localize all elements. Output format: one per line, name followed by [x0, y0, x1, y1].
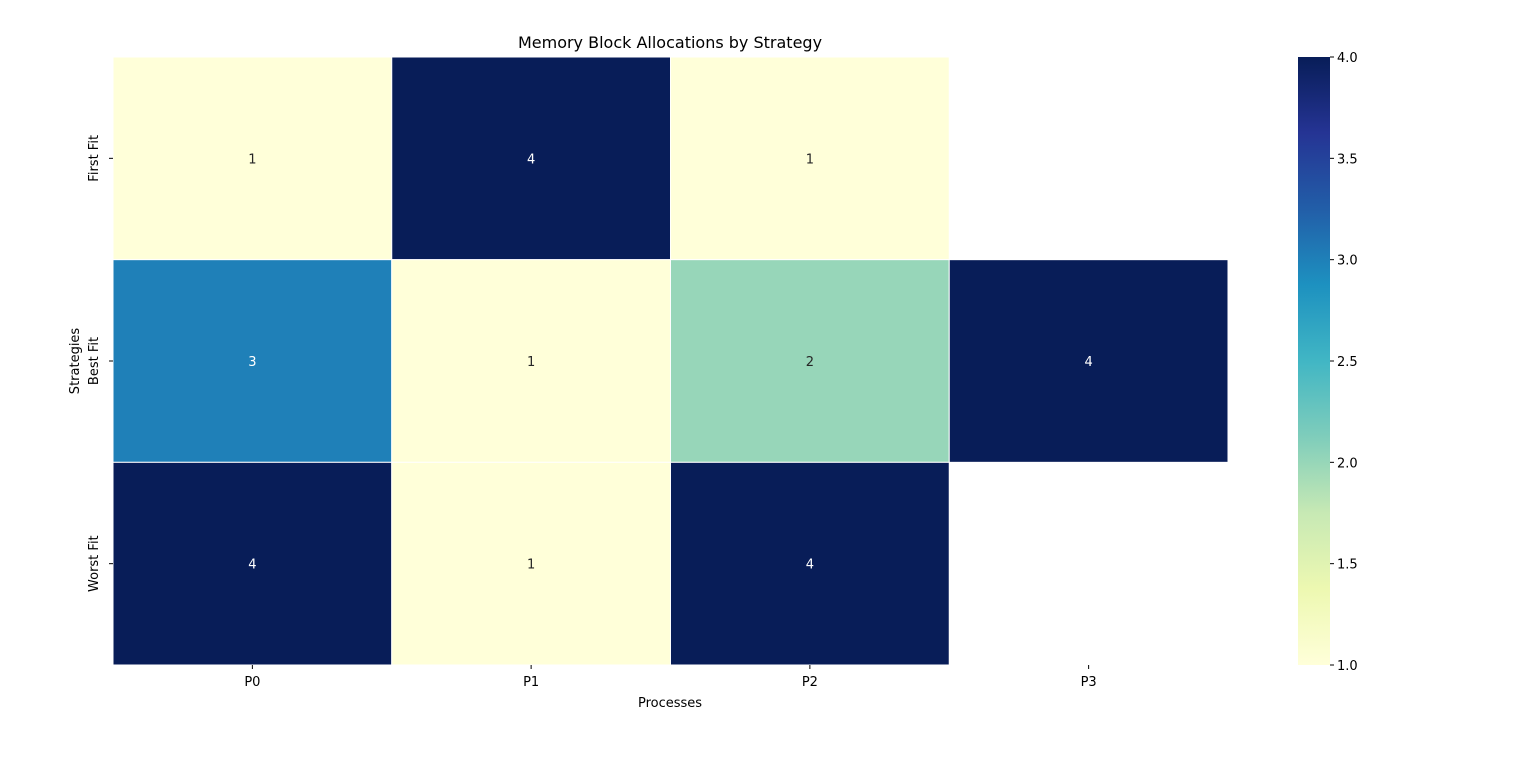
heatmap-cell [670, 461, 950, 666]
cell-value-label: 3 [248, 355, 256, 370]
heatmap-cells: 1 4 1 3 1 2 4 4 1 4 [112, 56, 1229, 666]
heatmap-cell [670, 259, 950, 463]
colorbar: 1.0 1.5 2.0 2.5 3.0 3.5 4.0 [1298, 51, 1358, 674]
cell-value-label: 4 [1084, 355, 1092, 370]
heatmap-cell [112, 461, 393, 666]
heatmap-cell [112, 259, 393, 463]
heatmap-cell [391, 259, 671, 463]
colorbar-gradient [1298, 57, 1330, 665]
heatmap-cell [948, 259, 1229, 463]
x-tick-label: P1 [523, 675, 539, 690]
colorbar-tick-label: 2.5 [1337, 355, 1358, 370]
x-tick-label: P3 [1081, 675, 1097, 690]
cell-value-label: 1 [527, 355, 535, 370]
heatmap-cell [670, 56, 950, 261]
cell-value-label: 1 [527, 558, 535, 573]
colorbar-tick-label: 2.0 [1337, 456, 1358, 471]
cell-value-label: 4 [806, 558, 814, 573]
y-tick-label: Worst Fit [87, 535, 102, 592]
y-tick-label: Best Fit [87, 337, 102, 385]
cell-value-label: 1 [806, 152, 814, 167]
colorbar-tick-label: 4.0 [1337, 51, 1358, 66]
heatmap-cell [112, 56, 393, 261]
colorbar-tick-label: 3.5 [1337, 152, 1358, 167]
x-tick-label: P0 [244, 675, 260, 690]
cell-value-label: 2 [806, 355, 814, 370]
heatmap-cell [391, 56, 671, 261]
y-axis: First Fit Best Fit Worst Fit [87, 135, 113, 592]
cell-value-label: 4 [248, 558, 256, 573]
colorbar-tick-label: 1.5 [1337, 558, 1358, 573]
colorbar-tick-label: 1.0 [1337, 659, 1358, 674]
x-tick-label: P2 [802, 675, 818, 690]
chart-title: Memory Block Allocations by Strategy [518, 33, 822, 52]
cell-value-label: 4 [527, 152, 535, 167]
x-axis: P0 P1 P2 P3 [244, 665, 1097, 690]
colorbar-tick-label: 3.0 [1337, 254, 1358, 269]
y-tick-label: First Fit [87, 135, 102, 182]
y-axis-label: Strategies [68, 328, 83, 395]
x-axis-label: Processes [638, 696, 702, 711]
cell-value-label: 1 [248, 152, 256, 167]
